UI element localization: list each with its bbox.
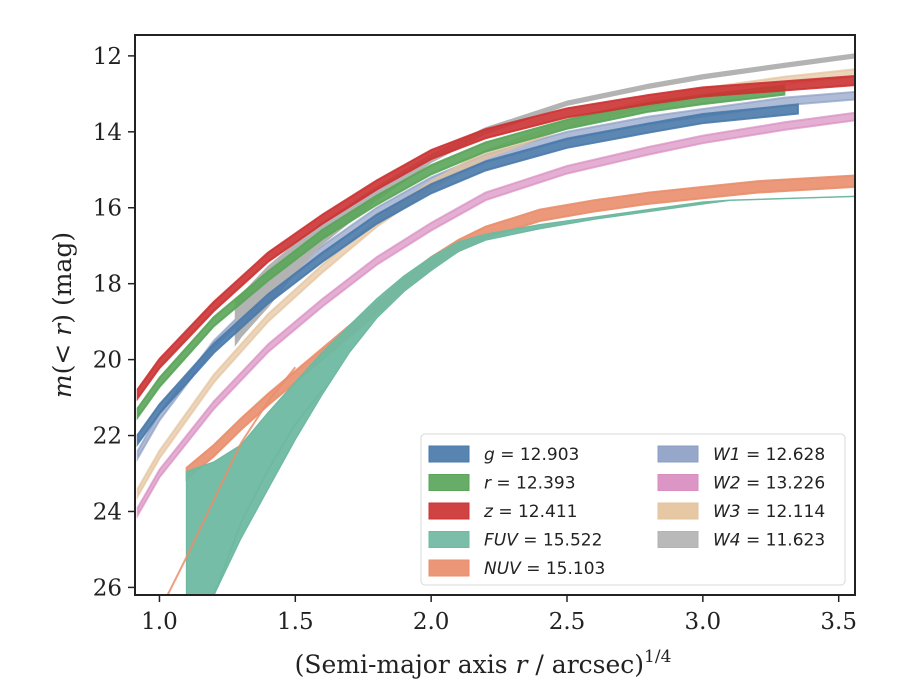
y-axis-label: m(< r) (mag) [48, 232, 77, 398]
data-layer [136, 53, 855, 595]
series-z-band [136, 74, 855, 402]
legend-label-fuv: FUV = 15.522 [484, 531, 602, 551]
y-tick-label: 24 [93, 499, 122, 525]
series-aux-9 [166, 366, 297, 595]
y-tick-label: 12 [93, 44, 122, 70]
legend-label-w1: W1 = 12.628 [713, 445, 825, 465]
x-tick-label: 1.5 [277, 609, 314, 635]
legend-swatch-g [428, 445, 470, 463]
legend-swatch-fuv [428, 531, 470, 548]
y-tick-label: 20 [93, 348, 122, 374]
legend-swatch-w1 [657, 445, 699, 463]
legend-swatch-w3 [657, 502, 699, 520]
series-r [136, 84, 786, 421]
legend-swatch-w2 [657, 474, 699, 491]
series-z [136, 74, 855, 402]
x-tick-label: 2.5 [549, 609, 586, 635]
plot-frame [134, 34, 856, 596]
legend: g = 12.903 r = 12.393 z = 12.411 FUV = 15.5… [420, 433, 846, 586]
y-tick-label: 16 [93, 196, 122, 222]
legend-label-w2: W2 = 13.226 [713, 474, 825, 494]
x-tick-label: 1.0 [141, 609, 178, 635]
legend-swatch-w4 [657, 531, 699, 548]
legend-box [420, 433, 846, 586]
legend-swatch-z [428, 502, 470, 520]
series-w2 [136, 111, 855, 520]
legend-label-r: r = 12.393 [484, 474, 576, 494]
legend-label-nuv: NUV = 15.103 [484, 559, 605, 579]
series-w2-band [136, 111, 855, 520]
y-tick-label: 26 [93, 575, 122, 601]
series-aux-10 [212, 389, 324, 595]
x-tick-label: 3.5 [820, 609, 857, 635]
legend-label-w4: W4 = 11.623 [713, 531, 825, 551]
legend-swatch-r [428, 474, 470, 491]
legend-swatch-nuv [428, 559, 470, 577]
series-g [136, 103, 799, 448]
y-tick-label: 22 [93, 424, 122, 450]
series-fuv-band [185, 195, 855, 595]
y-tick-label: 18 [93, 272, 122, 298]
x-tick-label: 2.0 [413, 609, 450, 635]
series-g-band [136, 103, 799, 448]
x-tick-label: 3.0 [685, 609, 722, 635]
legend-label-z: z = 12.411 [483, 502, 577, 522]
series-aux-9-line [166, 366, 297, 595]
axes-layer: 1.0 1.5 2.0 2.5 3.0 3.5 12 14 16 18 20 22 24 26 (Semi-… [48, 34, 857, 679]
series-fuv [185, 195, 855, 595]
x-axis-label: (Semi-major axis r / arcsec)1/4 [295, 647, 672, 679]
legend-label-g: g = 12.903 [484, 445, 579, 465]
y-tick-label: 14 [93, 120, 122, 146]
legend-label-w3: W3 = 12.114 [713, 502, 825, 522]
series-r-band [136, 84, 786, 421]
series-aux-10-line [212, 389, 324, 595]
